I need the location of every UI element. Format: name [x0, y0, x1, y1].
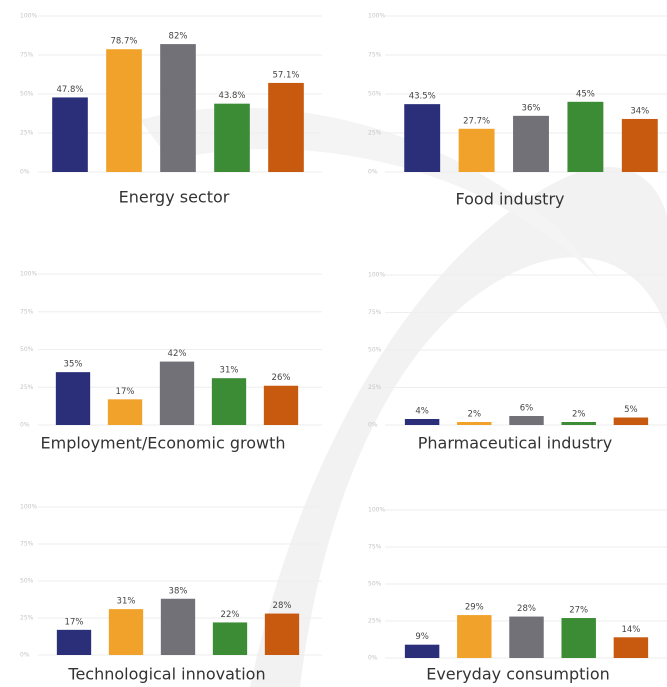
value-label: 38% [169, 586, 188, 596]
value-label: 17% [65, 617, 84, 627]
y-tick-label: 100% [20, 504, 37, 511]
bar [214, 103, 250, 172]
y-tick-label: 25% [20, 615, 34, 622]
bar [561, 618, 596, 658]
bar [621, 118, 658, 172]
value-label: 82% [169, 32, 188, 42]
bar [264, 613, 300, 655]
y-tick-label: 50% [20, 91, 34, 98]
bar [268, 82, 304, 172]
chart-title: Food industry [456, 190, 565, 209]
value-label: 14% [621, 625, 640, 635]
bar [567, 101, 604, 172]
value-label: 31% [220, 366, 239, 376]
bar [55, 372, 91, 425]
y-tick-label: 25% [20, 384, 34, 391]
bar [160, 44, 196, 172]
y-tick-label: 50% [368, 347, 382, 354]
bar [509, 416, 544, 425]
y-tick-label: 0% [20, 652, 30, 659]
chart-title: Everyday consumption [426, 665, 610, 684]
bar [613, 637, 649, 658]
bar [56, 629, 92, 655]
value-label: 47.8% [56, 85, 83, 95]
chart-title: Pharmaceutical industry [418, 434, 612, 453]
y-tick-label: 50% [368, 581, 382, 588]
value-label: 9% [415, 632, 429, 642]
bar [108, 609, 144, 655]
value-label: 27.7% [463, 116, 490, 126]
chart-title: Technological innovation [67, 665, 265, 684]
bar [52, 97, 88, 172]
bar [613, 417, 649, 425]
value-label: 27% [569, 606, 588, 616]
value-label: 26% [272, 373, 291, 383]
bar [159, 361, 195, 425]
y-tick-label: 0% [368, 422, 378, 429]
bar [263, 385, 299, 425]
value-label: 42% [168, 349, 187, 359]
value-label: 36% [522, 103, 541, 113]
background-swoosh [250, 167, 667, 687]
bar [404, 644, 440, 658]
y-tick-label: 100% [20, 13, 37, 20]
y-tick-label: 0% [368, 169, 378, 176]
y-tick-label: 50% [20, 578, 34, 585]
bar [106, 49, 142, 173]
bar [457, 615, 492, 658]
value-label: 31% [117, 597, 136, 607]
bar [509, 616, 544, 658]
bar [107, 399, 143, 425]
bar [404, 104, 441, 172]
y-tick-label: 75% [20, 541, 34, 548]
value-label: 6% [520, 404, 534, 414]
bar [561, 422, 596, 425]
y-tick-label: 75% [368, 544, 382, 551]
value-label: 2% [468, 410, 482, 420]
value-label: 2% [572, 410, 586, 420]
bar [212, 622, 248, 655]
bar [211, 378, 247, 425]
y-tick-label: 0% [20, 422, 30, 429]
chart-title: Energy sector [119, 188, 230, 207]
y-tick-label: 0% [368, 655, 378, 662]
y-tick-label: 100% [368, 507, 385, 514]
y-tick-label: 0% [20, 169, 30, 176]
y-tick-label: 25% [368, 384, 382, 391]
bar [513, 115, 549, 172]
value-label: 28% [517, 604, 536, 614]
value-label: 5% [624, 405, 638, 415]
value-label: 43.8% [218, 91, 245, 101]
value-label: 78.7% [110, 37, 137, 47]
y-tick-label: 100% [20, 271, 37, 278]
value-label: 4% [415, 407, 429, 417]
value-label: 29% [465, 603, 484, 613]
value-label: 17% [116, 387, 135, 397]
y-tick-label: 25% [368, 130, 382, 137]
bar [404, 419, 440, 425]
value-label: 57.1% [272, 70, 299, 80]
value-label: 28% [273, 601, 292, 611]
value-label: 43.5% [409, 92, 436, 102]
y-tick-label: 75% [20, 52, 34, 59]
y-tick-label: 100% [368, 272, 385, 279]
bar [458, 128, 495, 172]
bar [160, 598, 196, 655]
value-label: 22% [221, 610, 240, 620]
chart-title: Employment/Economic growth [41, 434, 286, 453]
y-tick-label: 50% [368, 91, 382, 98]
value-label: 34% [630, 106, 649, 116]
y-tick-label: 50% [20, 346, 34, 353]
y-tick-label: 25% [20, 130, 34, 137]
bar [457, 422, 492, 425]
value-label: 45% [576, 89, 595, 99]
y-tick-label: 75% [368, 309, 382, 316]
y-tick-label: 100% [368, 13, 385, 20]
value-label: 35% [64, 360, 83, 370]
y-tick-label: 75% [20, 308, 34, 315]
y-tick-label: 75% [368, 52, 382, 59]
y-tick-label: 25% [368, 618, 382, 625]
